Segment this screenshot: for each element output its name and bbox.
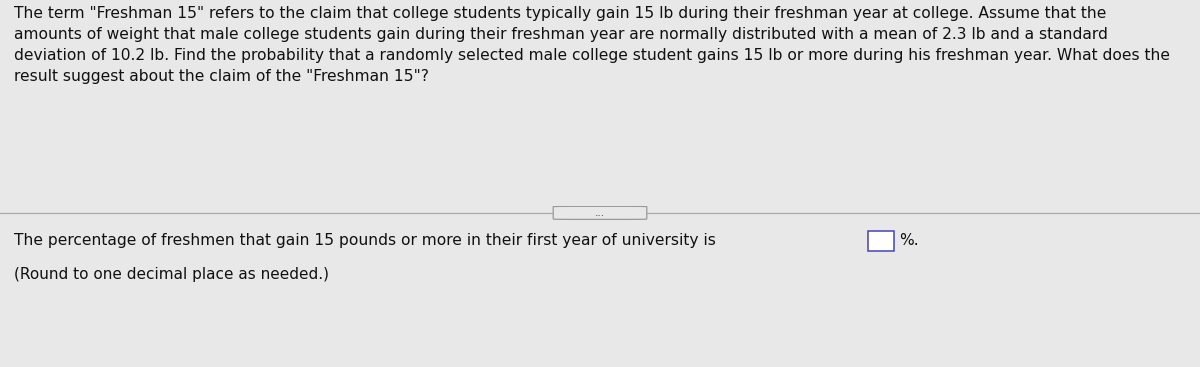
Text: %.: %. bbox=[899, 233, 918, 248]
Text: ...: ... bbox=[595, 208, 605, 218]
Text: (Round to one decimal place as needed.): (Round to one decimal place as needed.) bbox=[14, 267, 329, 282]
Bar bbox=[868, 230, 894, 251]
FancyBboxPatch shape bbox=[553, 206, 647, 219]
Text: The term "Freshman 15" refers to the claim that college students typically gain : The term "Freshman 15" refers to the cla… bbox=[14, 6, 1170, 84]
Text: The percentage of freshmen that gain 15 pounds or more in their first year of un: The percentage of freshmen that gain 15 … bbox=[14, 233, 716, 248]
